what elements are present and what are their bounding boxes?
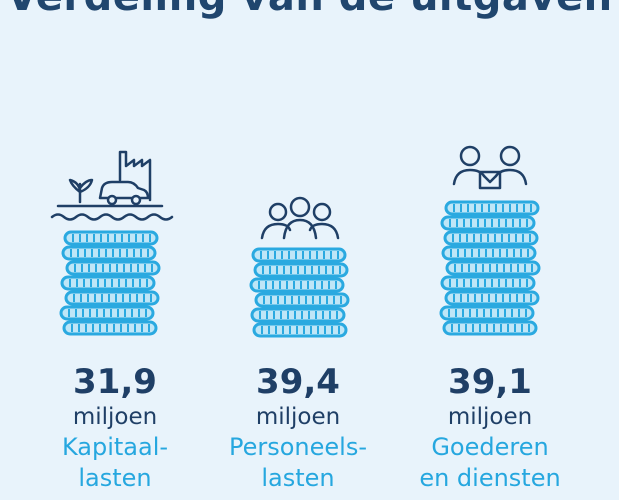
- coin: [444, 290, 540, 306]
- coin: [63, 230, 159, 246]
- coin: [65, 260, 161, 276]
- amount-value: 31,9: [73, 362, 157, 402]
- coin: [445, 260, 541, 276]
- item-goederen-diensten: 39,1 miljoen Goederen en diensten: [390, 362, 590, 494]
- coin-stack-personeelslasten: [249, 196, 350, 338]
- coin: [439, 305, 535, 321]
- coin: [61, 245, 157, 261]
- coin: [59, 305, 155, 321]
- coin: [443, 230, 539, 246]
- page-title: Verdeling van de uitgaven: [0, 0, 619, 20]
- coin: [251, 247, 347, 263]
- coin: [252, 322, 348, 338]
- coin: [62, 320, 158, 336]
- amount-value: 39,1: [448, 362, 532, 402]
- coin-stack-kapitaallasten: [50, 150, 174, 336]
- amount-value: 39,4: [256, 362, 340, 402]
- coin-stack-goederen-diensten: [439, 145, 541, 336]
- factory-car-plant-icon: [50, 150, 174, 221]
- coin: [254, 292, 350, 308]
- coin: [250, 307, 346, 323]
- coin: [444, 200, 540, 216]
- category-label-line1: Kapitaal-: [61, 433, 169, 461]
- coin: [60, 275, 156, 291]
- item-kapitaallasten: 31,9 miljoen Kapitaal- lasten: [15, 362, 215, 494]
- amount-unit: miljoen: [255, 404, 341, 430]
- category-label-line2: en diensten: [419, 464, 561, 492]
- category-label-line2: lasten: [261, 464, 335, 492]
- category-label-line1: Goederen: [431, 433, 549, 461]
- category-label-line1: Personeels-: [228, 433, 367, 461]
- amount-unit: miljoen: [447, 404, 533, 430]
- coin: [442, 320, 538, 336]
- coin: [440, 275, 536, 291]
- people-with-box-icon: [452, 145, 528, 190]
- coin: [253, 262, 349, 278]
- coin: [64, 290, 160, 306]
- coin: [440, 215, 536, 231]
- amount-unit: miljoen: [72, 404, 158, 430]
- people-group-icon: [260, 196, 340, 240]
- coin: [249, 277, 345, 293]
- item-personeelslasten: 39,4 miljoen Personeels- lasten: [198, 362, 398, 494]
- category-label-line2: lasten: [78, 464, 152, 492]
- coin: [441, 245, 537, 261]
